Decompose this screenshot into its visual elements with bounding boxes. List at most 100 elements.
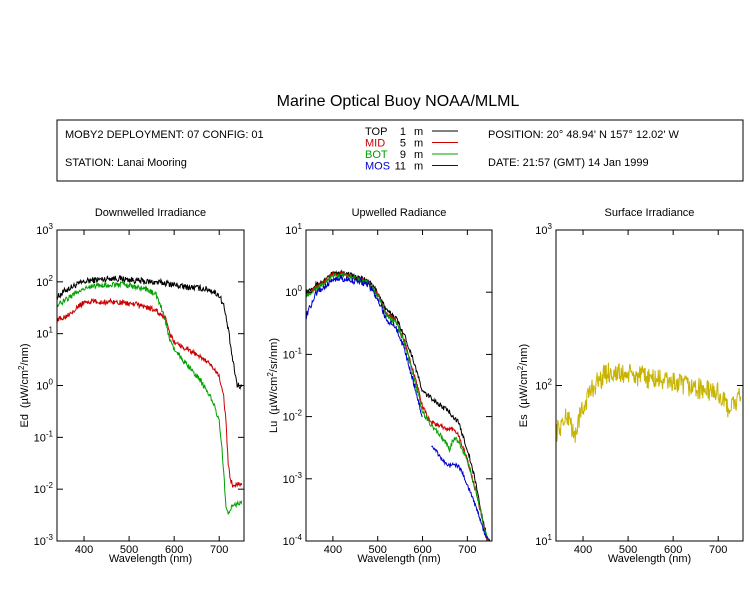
legend-depth: 11 bbox=[395, 161, 406, 173]
series-line-mid bbox=[57, 297, 243, 489]
x-tick-label: 700 bbox=[458, 544, 476, 556]
legend-label: MOS bbox=[365, 161, 390, 173]
y-tick-label: 10-1 bbox=[283, 346, 303, 361]
y-tick-label: 100 bbox=[36, 378, 53, 393]
series-group bbox=[57, 275, 243, 515]
y-axis-label-sup: 2 bbox=[266, 372, 275, 377]
position-text: POSITION: 20° 48.94' N 157° 12.02' W bbox=[488, 129, 680, 141]
legend-depth: 9 bbox=[400, 149, 406, 161]
series-group bbox=[556, 362, 742, 444]
series-line-mos bbox=[306, 274, 423, 418]
x-axis-label: Wavelength (nm) bbox=[109, 553, 192, 565]
series-line-top bbox=[57, 275, 243, 390]
y-tick-label: 103 bbox=[535, 222, 552, 237]
y-tick-exp: -4 bbox=[295, 533, 303, 542]
y-tick-exp: -2 bbox=[46, 481, 54, 490]
chart-title: Downwelled Irradiance bbox=[95, 207, 206, 219]
y-axis-label-unit-end: /nm) bbox=[19, 343, 31, 365]
y-tick-label: 100 bbox=[285, 284, 302, 299]
y-tick-exp: 1 bbox=[548, 533, 553, 542]
y-tick-label: 101 bbox=[285, 222, 302, 237]
figure-title: Marine Optical Buoy NOAA/MLML bbox=[277, 93, 520, 110]
y-tick-base: 10 bbox=[34, 536, 46, 548]
legend-unit: m bbox=[414, 138, 423, 150]
y-tick-base: 10 bbox=[283, 412, 295, 424]
chart-title: Upwelled Radiance bbox=[352, 207, 447, 219]
x-axis-label: Wavelength (nm) bbox=[357, 553, 440, 565]
x-tick-label: 700 bbox=[709, 544, 727, 556]
legend-unit: m bbox=[414, 161, 423, 173]
info-box-border bbox=[56, 119, 744, 182]
x-axis-label: Wavelength (nm) bbox=[608, 553, 691, 565]
y-axis-label-main: Lu bbox=[268, 421, 280, 433]
y-axis-label: Lu (µW/cm2/sr/nm) bbox=[266, 338, 280, 433]
y-tick-label: 102 bbox=[535, 378, 552, 393]
legend-label: TOP bbox=[365, 126, 387, 138]
y-tick-exp: -1 bbox=[46, 429, 54, 438]
series-line-bot bbox=[57, 281, 243, 515]
series-line-top bbox=[306, 269, 490, 541]
series-line-mos bbox=[431, 445, 491, 541]
y-axis-label-unit-end: /nm) bbox=[518, 344, 530, 366]
legend-depth: 1 bbox=[400, 126, 406, 138]
legend-entry-mid: MID 5 m bbox=[365, 138, 458, 150]
y-axis-label-sup: 2 bbox=[516, 365, 525, 370]
y-axis-label-sup: 2 bbox=[17, 365, 26, 370]
deployment-text: MOBY2 DEPLOYMENT: 07 CONFIG: 01 bbox=[65, 129, 264, 141]
x-tick-label: 600 bbox=[664, 544, 682, 556]
y-tick-exp: -3 bbox=[46, 533, 54, 542]
y-tick-exp: -3 bbox=[295, 471, 303, 480]
y-tick-exp: 0 bbox=[49, 378, 54, 387]
y-tick-base: 10 bbox=[36, 381, 48, 393]
y-tick-exp: 3 bbox=[548, 222, 553, 231]
y-tick-exp: 1 bbox=[298, 222, 303, 231]
y-axis-label-unit: (µW/cm bbox=[268, 377, 280, 415]
series-group bbox=[306, 269, 491, 541]
y-tick-label: 102 bbox=[36, 274, 53, 289]
station-text: STATION: Lanai Mooring bbox=[65, 157, 187, 169]
y-tick-label: 10-2 bbox=[283, 409, 303, 424]
plot-frame bbox=[555, 229, 744, 542]
legend-unit: m bbox=[414, 126, 423, 138]
series-line-mid bbox=[306, 270, 491, 541]
y-axis-label: Es (µW/cm2/nm) bbox=[516, 344, 530, 427]
legend-entry-top: TOP 1 m bbox=[365, 126, 458, 138]
y-tick-exp: 0 bbox=[298, 284, 303, 293]
y-tick-base: 10 bbox=[535, 225, 547, 237]
x-tick-label: 400 bbox=[574, 544, 592, 556]
y-axis-label-main: Ed bbox=[19, 414, 31, 427]
x-tick-label: 400 bbox=[324, 544, 342, 556]
y-tick-label: 10-4 bbox=[283, 533, 303, 548]
x-tick-label: 500 bbox=[120, 544, 138, 556]
y-axis-label-unit: (µW/cm bbox=[19, 370, 31, 408]
y-tick-label: 103 bbox=[36, 222, 53, 237]
legend-unit: m bbox=[414, 149, 423, 161]
y-tick-base: 10 bbox=[34, 484, 46, 496]
y-tick-base: 10 bbox=[34, 432, 46, 444]
y-tick-exp: 2 bbox=[49, 274, 54, 283]
y-tick-base: 10 bbox=[283, 349, 295, 361]
y-tick-label: 101 bbox=[535, 533, 552, 548]
date-text: DATE: 21:57 (GMT) 14 Jan 1999 bbox=[488, 157, 649, 169]
y-tick-base: 10 bbox=[36, 329, 48, 341]
x-tick-label: 700 bbox=[210, 544, 228, 556]
x-tick-label: 400 bbox=[75, 544, 93, 556]
y-tick-label: 10-2 bbox=[34, 481, 54, 496]
y-tick-label: 10-3 bbox=[34, 533, 54, 548]
y-tick-base: 10 bbox=[283, 536, 295, 548]
series-line-es bbox=[556, 362, 742, 444]
y-tick-exp: -1 bbox=[295, 346, 303, 355]
y-axis-label: Ed (µW/cm2/nm) bbox=[17, 343, 31, 427]
y-axis-label-unit: (µW/cm bbox=[518, 370, 530, 408]
y-tick-label: 10-3 bbox=[283, 471, 303, 486]
y-tick-base: 10 bbox=[285, 287, 297, 299]
x-tick-label: 500 bbox=[369, 544, 387, 556]
legend-entry-mos: MOS 11 m bbox=[365, 161, 458, 173]
y-tick-base: 10 bbox=[535, 536, 547, 548]
plot-frame bbox=[56, 229, 245, 542]
